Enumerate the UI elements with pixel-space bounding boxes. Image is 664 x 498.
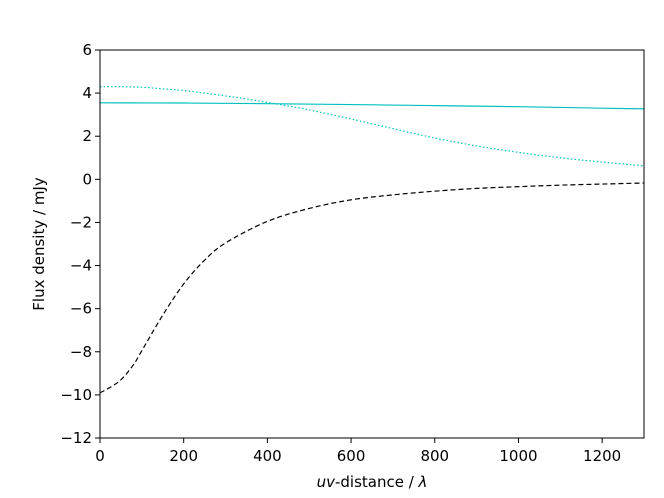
y-axis-label: Flux density / mJy bbox=[30, 177, 48, 311]
x-axis-label: uv-distance / λ bbox=[317, 473, 428, 491]
y-tick-label: −6 bbox=[70, 300, 92, 318]
y-tick-label: −12 bbox=[60, 429, 92, 447]
y-tick-label: −10 bbox=[60, 386, 92, 404]
x-axis-label-text: -distance / bbox=[335, 473, 419, 491]
x-tick-label: 200 bbox=[169, 447, 198, 465]
y-tick-label: −4 bbox=[70, 257, 92, 275]
y-tick-label: 2 bbox=[82, 127, 92, 145]
y-tick-label: −8 bbox=[70, 343, 92, 361]
x-axis-label-symbol: λ bbox=[418, 473, 428, 491]
y-tick-label: 0 bbox=[82, 170, 92, 188]
x-axis: 0 200 400 600 800 1000 1200 bbox=[95, 438, 621, 465]
y-tick-label: 6 bbox=[82, 41, 92, 59]
y-axis: −12 −10 −8 −6 −4 −2 0 2 4 6 bbox=[60, 41, 100, 447]
series-line-dashed bbox=[100, 182, 644, 394]
x-axis-label-italic: uv bbox=[317, 473, 337, 491]
series-line-dotted bbox=[100, 85, 644, 167]
x-tick-label: 1000 bbox=[499, 447, 537, 465]
x-tick-label: 0 bbox=[95, 447, 105, 465]
series-layer bbox=[100, 85, 644, 394]
y-tick-label: −2 bbox=[70, 213, 92, 231]
series-line-solid bbox=[100, 102, 644, 110]
x-tick-label: 800 bbox=[420, 447, 449, 465]
x-tick-label: 1200 bbox=[583, 447, 621, 465]
x-tick-label: 600 bbox=[337, 447, 366, 465]
y-tick-label: 4 bbox=[82, 84, 92, 102]
x-tick-label: 400 bbox=[253, 447, 282, 465]
plot-frame bbox=[99, 49, 645, 439]
